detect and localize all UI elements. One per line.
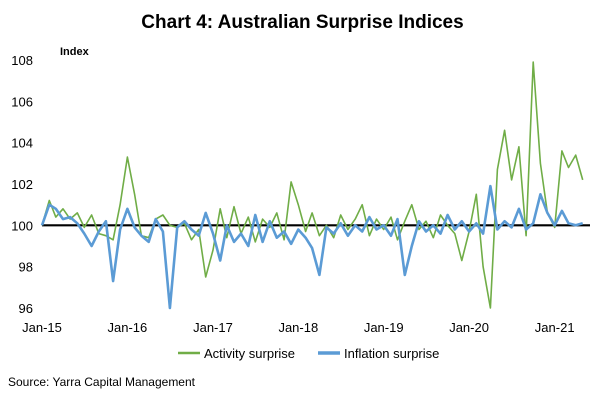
series-layer <box>40 61 584 310</box>
chart-title: Chart 4: Australian Surprise Indices <box>141 12 464 33</box>
y-tick-label: 100 <box>11 218 33 233</box>
y-tick-label: 104 <box>11 136 33 151</box>
x-tick-label: Jan-20 <box>449 320 489 335</box>
x-tick-label: Jan-15 <box>22 320 62 335</box>
x-tick-label: Jan-18 <box>278 320 318 335</box>
y-tick-label: 98 <box>19 260 33 275</box>
y-axis-ticks: 96 98 100 102 104 106 108 <box>11 53 33 316</box>
y-tick-label: 102 <box>11 177 33 192</box>
legend: Activity surprise Inflation surprise <box>178 346 439 361</box>
y-tick-label: 106 <box>11 94 33 109</box>
series-line-inflation <box>40 184 584 310</box>
series-line-activity <box>41 61 584 309</box>
y-axis-title: Index <box>60 46 90 58</box>
x-tick-label: Jan-16 <box>107 320 147 335</box>
legend-label: Activity surprise <box>204 346 295 361</box>
y-tick-label: 108 <box>11 53 33 68</box>
x-axis-ticks: Jan-15 Jan-16 Jan-17 Jan-18 Jan-19 Jan-20 Jan-… <box>22 320 574 335</box>
y-tick-label: 96 <box>19 301 33 316</box>
legend-label: Inflation surprise <box>344 346 439 361</box>
x-tick-label: Jan-17 <box>193 320 233 335</box>
source-note: Source: Yarra Capital Management <box>8 375 195 389</box>
x-tick-label: Jan-19 <box>364 320 404 335</box>
x-tick-label: Jan-21 <box>535 320 575 335</box>
